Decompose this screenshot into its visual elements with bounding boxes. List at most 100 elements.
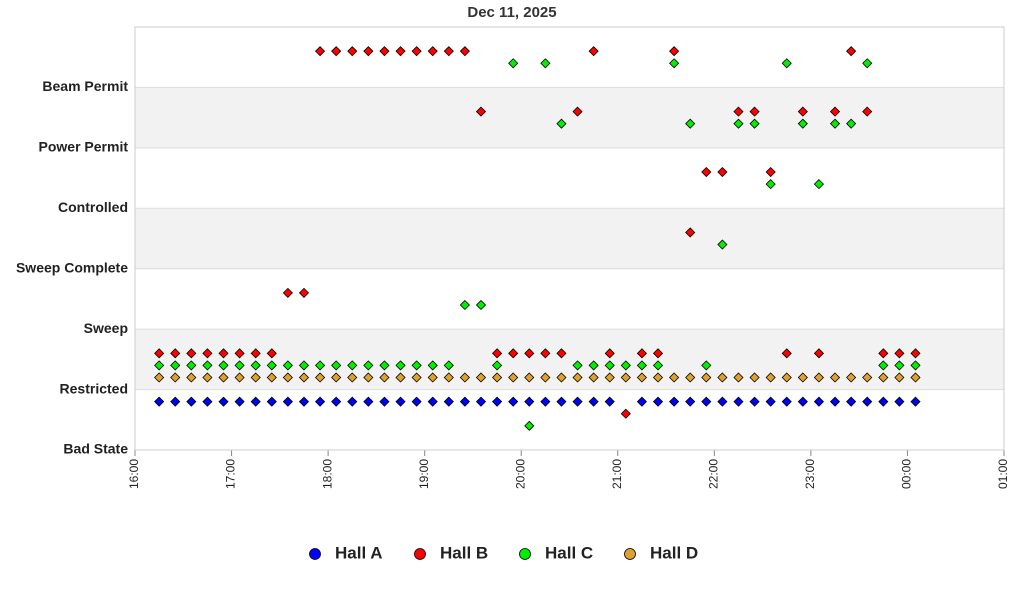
marker (556, 348, 567, 359)
marker (347, 46, 358, 57)
marker (475, 299, 487, 311)
marker (540, 58, 551, 69)
marker (250, 360, 261, 371)
marker (733, 396, 744, 407)
marker (652, 372, 664, 383)
plot-frame (134, 26, 1005, 451)
marker (154, 372, 165, 383)
legend-marker (309, 548, 321, 560)
marker (170, 360, 181, 371)
marker (572, 372, 583, 383)
marker (604, 348, 615, 359)
marker (717, 396, 728, 407)
marker (395, 372, 406, 383)
marker (250, 396, 261, 407)
marker (749, 372, 760, 383)
marker (846, 118, 857, 129)
marker (636, 348, 647, 359)
marker (154, 360, 165, 371)
x-tick-label: 20:00 (513, 459, 527, 489)
marker (524, 396, 535, 407)
marker (604, 360, 615, 371)
legend-marker (519, 548, 531, 560)
marker (250, 372, 261, 383)
legend-label: Hall B (440, 543, 488, 562)
marker (282, 360, 293, 371)
marker (717, 166, 728, 178)
marker (459, 372, 470, 383)
marker (701, 166, 712, 178)
marker (652, 348, 664, 359)
legend-label: Hall C (545, 543, 593, 562)
marker (781, 396, 792, 407)
marker (218, 360, 229, 371)
marker (685, 227, 696, 238)
marker (604, 372, 615, 383)
marker (685, 118, 696, 129)
marker (540, 396, 551, 407)
marker (620, 408, 631, 419)
marker (298, 396, 310, 407)
legend-label: Hall D (650, 543, 698, 562)
marker (395, 360, 406, 371)
marker (170, 348, 181, 359)
marker (154, 348, 165, 359)
marker (669, 46, 680, 57)
marker (154, 396, 165, 407)
marker (733, 106, 744, 117)
marker (218, 348, 229, 359)
marker (669, 372, 680, 383)
marker (186, 372, 197, 383)
marker (894, 396, 905, 407)
marker (524, 348, 535, 359)
marker (829, 106, 841, 117)
marker (218, 396, 229, 407)
x-tick-label: 19:00 (417, 459, 431, 489)
y-tick-label: Sweep (84, 320, 128, 336)
marker (765, 166, 776, 178)
marker (331, 360, 342, 371)
marker (910, 360, 921, 371)
x-tick-label: 23:00 (803, 459, 817, 489)
marker (878, 396, 889, 407)
marker (314, 372, 326, 383)
marker (733, 372, 744, 383)
marker (508, 348, 519, 359)
marker (556, 118, 567, 129)
marker (813, 372, 825, 383)
marker (234, 348, 245, 359)
marker (572, 360, 583, 371)
marker (459, 396, 470, 407)
marker (701, 396, 712, 407)
marker (459, 46, 470, 57)
marker (379, 46, 390, 57)
marker (202, 360, 213, 371)
marker (411, 360, 422, 371)
marker (878, 348, 889, 359)
marker (492, 348, 503, 359)
marker (427, 46, 438, 57)
marker (652, 360, 664, 371)
legend-marker (414, 548, 426, 560)
marker (749, 396, 760, 407)
marker (862, 396, 873, 407)
marker (669, 396, 680, 407)
marker (797, 118, 808, 129)
y-tick-label: Controlled (58, 199, 128, 215)
marker (234, 360, 245, 371)
marker (475, 396, 487, 407)
marker (733, 118, 744, 129)
marker (379, 360, 390, 371)
marker (492, 360, 503, 371)
marker (813, 179, 825, 190)
marker (314, 360, 326, 371)
x-tick-label: 22:00 (707, 459, 721, 489)
x-tick-label: 21:00 (610, 459, 624, 489)
marker (669, 58, 680, 69)
marker (765, 372, 776, 383)
marker (524, 372, 535, 383)
marker (846, 46, 857, 57)
marker (298, 360, 310, 371)
marker (234, 396, 245, 407)
